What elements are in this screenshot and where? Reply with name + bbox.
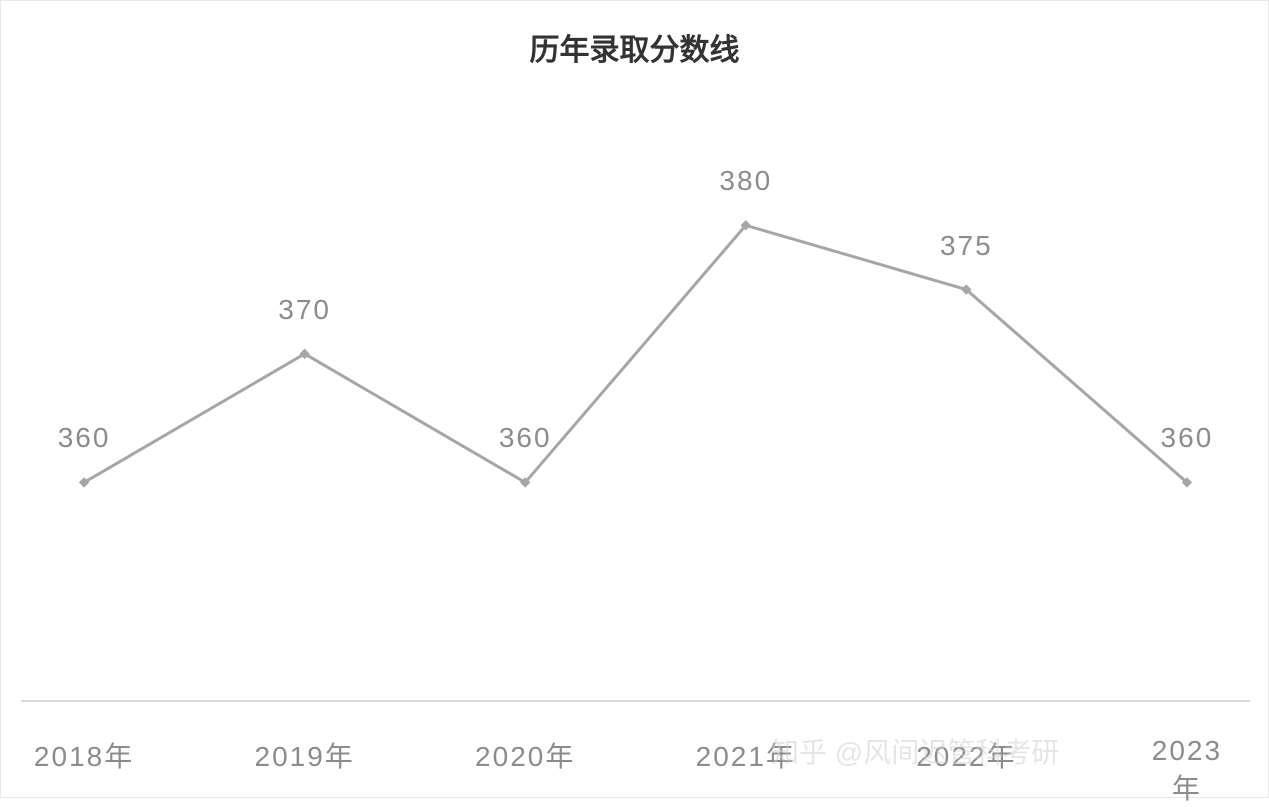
- x-axis-label: 2019年: [254, 735, 354, 775]
- data-label: 370: [278, 294, 331, 326]
- data-label: 360: [499, 422, 552, 454]
- data-label: 375: [940, 230, 993, 262]
- data-label: 360: [1161, 422, 1214, 454]
- x-axis-label: 2020年: [475, 735, 575, 775]
- x-axis-label: 2022年: [916, 735, 1016, 775]
- chart-svg: [1, 1, 1269, 799]
- x-axis-label: 2023年: [1146, 735, 1227, 807]
- data-label: 380: [719, 165, 772, 197]
- x-axis-label: 2021年: [696, 735, 796, 775]
- x-axis-label: 2018年: [34, 735, 134, 775]
- line-chart: 历年录取分数线 3602018年3702019年3602020年3802021年…: [0, 0, 1269, 798]
- data-label: 360: [58, 422, 111, 454]
